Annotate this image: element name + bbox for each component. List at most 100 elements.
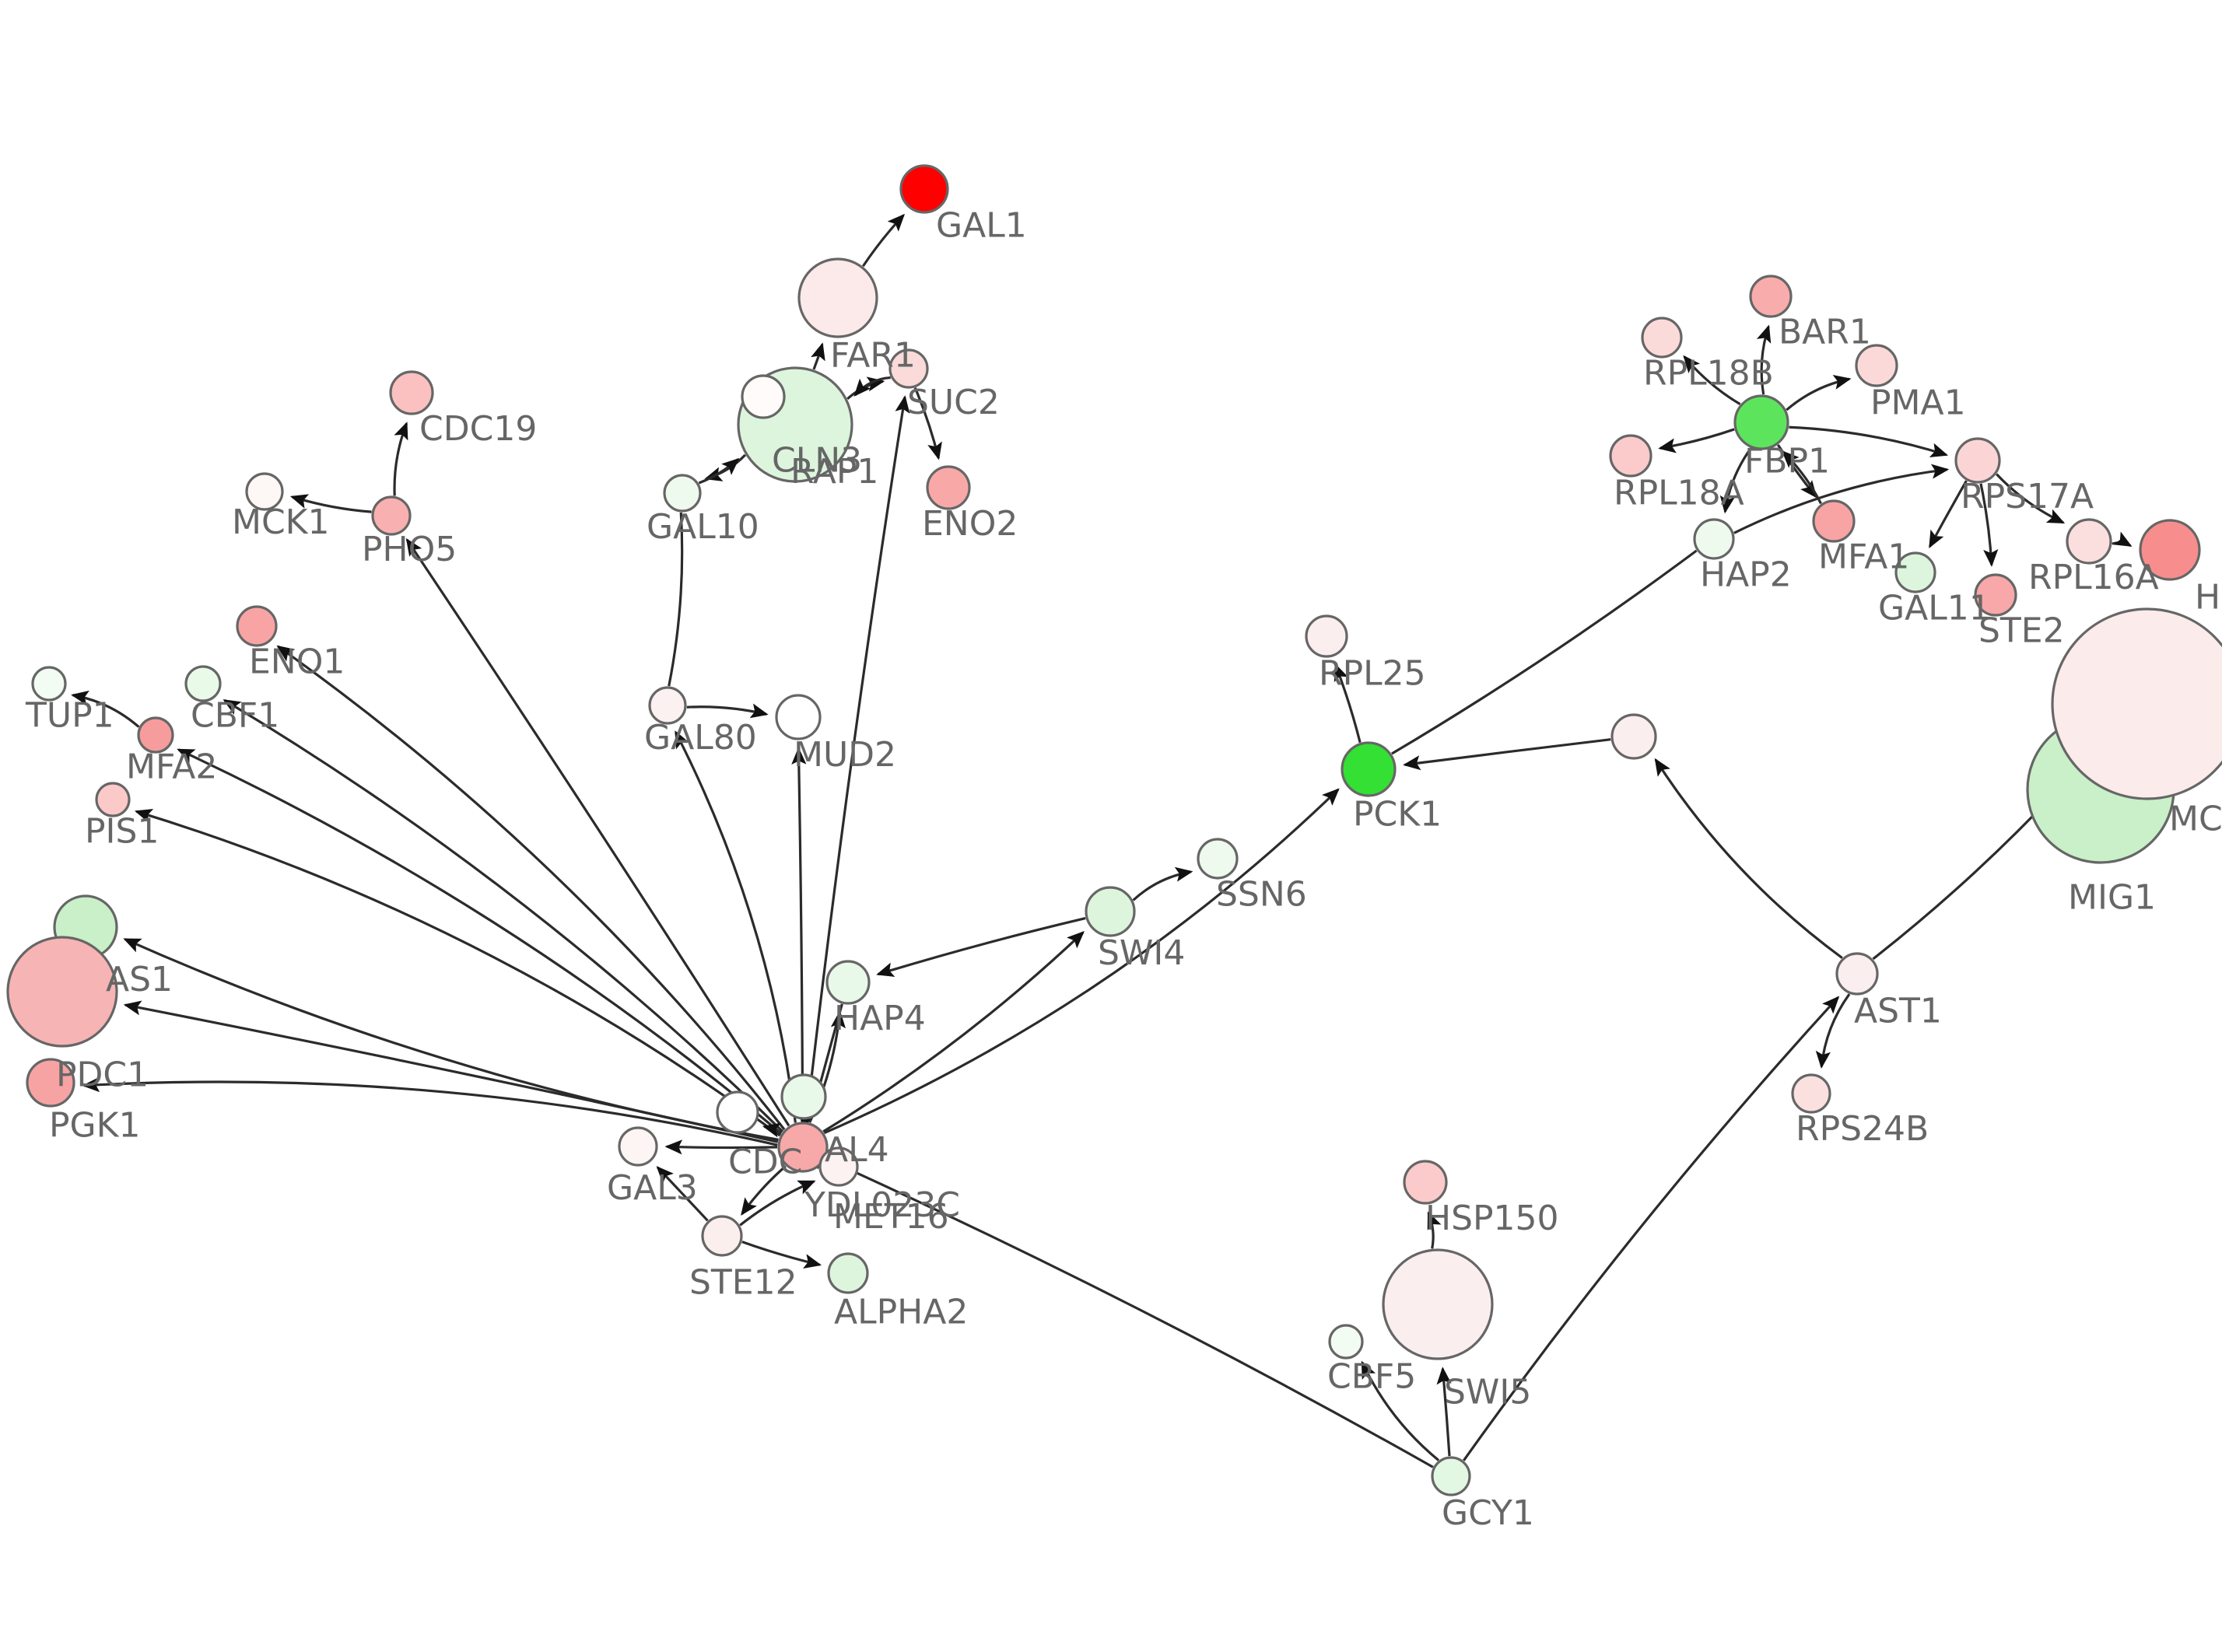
node-gal3[interactable] [618, 1126, 658, 1167]
node-mid1[interactable] [1610, 713, 1657, 760]
edge-GAL4-to-SUC2 [804, 395, 910, 1122]
node-cbf5[interactable] [1328, 1324, 1364, 1360]
node-rps17a[interactable] [1954, 437, 2001, 484]
edge-MID1-to-PCK1 [1403, 738, 1611, 771]
edge-GAL10-to-CLN3 [698, 457, 740, 485]
node-met16[interactable] [780, 1073, 827, 1120]
node-rpl25[interactable] [1305, 614, 1348, 658]
node-mck1[interactable] [245, 472, 284, 511]
node-bar1[interactable] [1749, 275, 1793, 318]
node-ast1[interactable] [1835, 952, 1879, 996]
edge-CLN3-to-FAR1 [811, 342, 825, 370]
edge-RPS17A-to-STE2 [1979, 483, 1999, 567]
node-label-pis1: PIS1 [85, 811, 159, 851]
node-pis1[interactable] [95, 782, 131, 817]
node-label-rps17a: RPS17A [1961, 477, 2094, 516]
node-label-cdc: CDC [728, 1143, 802, 1182]
node-label-swi4: SWI4 [1098, 933, 1185, 973]
node-suc2[interactable] [888, 348, 929, 389]
node-label-tup1: TUP1 [25, 695, 114, 735]
node-rpl16a[interactable] [2066, 518, 2112, 565]
node-alpha2[interactable] [827, 1252, 869, 1294]
edge-FAR1-to-GAL1 [861, 213, 906, 268]
node-rap1[interactable] [741, 374, 786, 419]
node-label-mfa2: MFA2 [126, 747, 217, 787]
node-pdc1[interactable] [6, 936, 118, 1048]
node-pma1[interactable] [1855, 344, 1898, 387]
node-hap2[interactable] [1693, 518, 1735, 560]
node-label-suc2: SUC2 [907, 383, 1000, 422]
node-gcy1[interactable] [1431, 1456, 1471, 1496]
node-label-ydl023c: YDL023C [804, 1185, 960, 1225]
edge-SWI4-to-SSN6 [1132, 866, 1193, 901]
node-hap4[interactable] [825, 960, 871, 1005]
node-swi4[interactable] [1085, 886, 1136, 937]
edge-GAL4-to-CBF1 [223, 699, 784, 1132]
node-label-fbp1: FBP1 [1744, 442, 1830, 481]
node-label-mck1: MCK1 [232, 502, 330, 542]
node-mud2[interactable] [775, 694, 822, 740]
node-label-his4: HIS4 [2195, 578, 2222, 618]
edge-STE12-to-ALPHA2 [741, 1241, 822, 1269]
edge-FBP1-to-BAR1 [1756, 324, 1772, 395]
node-rpl18a[interactable] [1609, 434, 1652, 478]
node-label-mig1: MIG1 [2068, 878, 2156, 918]
node-rpl18b[interactable] [1641, 317, 1683, 359]
edge-FBP1-to-RPS17A [1789, 425, 1949, 458]
edge-GAL4-to-ENO1 [276, 645, 786, 1131]
node-his4[interactable] [2139, 519, 2201, 581]
node-ssn6[interactable] [1197, 838, 1239, 880]
node-label-rpl25: RPL25 [1319, 654, 1426, 694]
node-label-pho5: PHO5 [362, 530, 457, 569]
node-label-swi5: SWI5 [1444, 1373, 1531, 1412]
node-mfa2[interactable] [137, 716, 174, 754]
edge-GAL4-to-CDC [762, 1122, 781, 1138]
node-gal11[interactable] [1894, 551, 1936, 593]
edge-CLN3-to-SUC2 [846, 376, 885, 401]
node-mfa1[interactable] [1812, 499, 1856, 543]
edge-PCK1-to-RPL25 [1334, 663, 1362, 744]
node-pck1[interactable] [1341, 741, 1397, 797]
node-label-gal10: GAL10 [647, 507, 759, 547]
node-label-rps24b: RPS24B [1796, 1109, 1929, 1149]
node-eno1[interactable] [236, 605, 278, 647]
node-swi5[interactable] [1382, 1248, 1494, 1360]
edge-GAL4-to-MFA2 [177, 748, 783, 1135]
node-rps24b[interactable] [1791, 1073, 1831, 1114]
node-hsp150[interactable] [1403, 1160, 1448, 1205]
node-gal80[interactable] [648, 686, 687, 725]
node-cbf1[interactable] [184, 665, 222, 702]
node-cdc19[interactable] [389, 370, 434, 415]
edge-GCY1-to-AST1 [1463, 996, 1840, 1461]
node-ydl023c[interactable] [818, 1146, 859, 1187]
edge-GAL80-to-GAL10 [668, 512, 684, 687]
node-cdc[interactable] [716, 1090, 759, 1134]
edge-GAL4-to-MUD2 [791, 747, 807, 1122]
node-eno2[interactable] [926, 465, 971, 510]
node-label-rpl18a: RPL18A [1614, 474, 1744, 513]
node-label-pma1: PMA1 [1870, 383, 1966, 423]
node-gal1[interactable] [899, 164, 949, 214]
edge-GAL4-to-STE12 [741, 1165, 787, 1216]
node-tup1[interactable] [31, 666, 67, 702]
node-gal10[interactable] [663, 474, 702, 513]
node-label-far1: FAR1 [830, 336, 916, 376]
node-label-met16: MET16 [833, 1197, 949, 1237]
node-ste12[interactable] [701, 1215, 743, 1257]
node-far1[interactable] [797, 257, 878, 338]
node-gal4[interactable] [777, 1122, 829, 1173]
node-fbp1[interactable] [1733, 394, 1789, 450]
edge-GAL4-to-GAL80 [675, 730, 797, 1123]
edge-HAP2-to-RPS17A [1733, 464, 1950, 534]
node-label-gal80: GAL80 [644, 718, 757, 758]
edge-SWI4-to-HAP4 [876, 917, 1086, 977]
node-label-ssn6: SSN6 [1216, 874, 1307, 914]
node-pho5[interactable] [371, 495, 412, 536]
node-pgk1[interactable] [26, 1058, 75, 1108]
node-ste2[interactable] [1974, 573, 2017, 617]
edge-FBP1-to-HAP2 [1719, 447, 1752, 514]
node-mcm1[interactable] [2051, 607, 2222, 800]
edge-GAL4-to-PGK1 [82, 1077, 778, 1146]
